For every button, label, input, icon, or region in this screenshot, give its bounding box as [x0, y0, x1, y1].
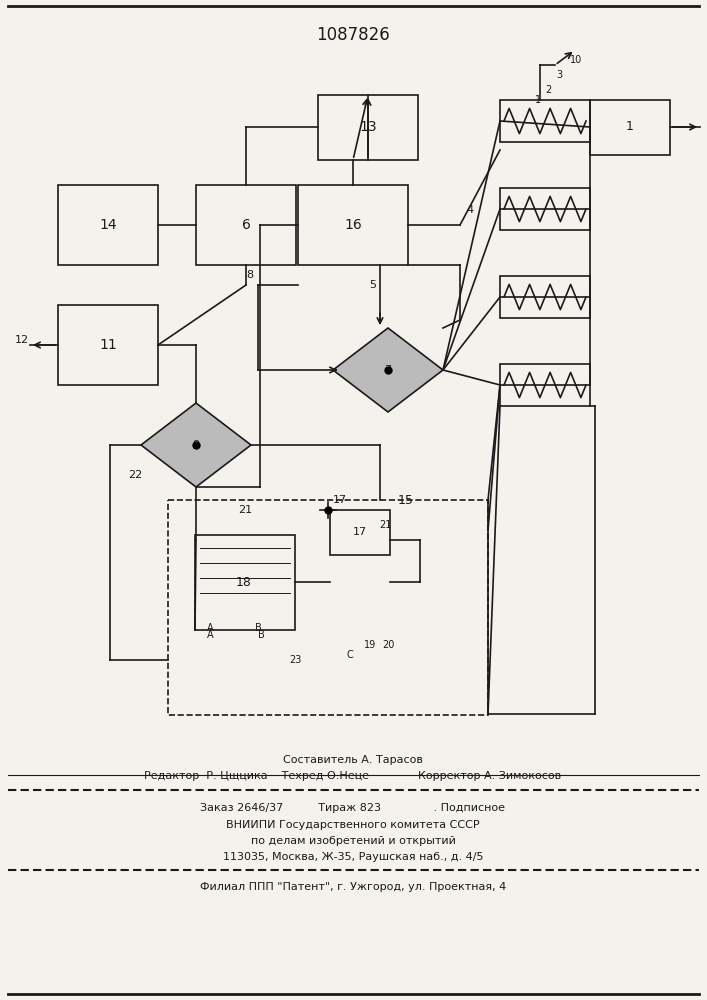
- Text: 3: 3: [556, 70, 562, 80]
- Text: 1087826: 1087826: [316, 26, 390, 44]
- Text: 17: 17: [333, 495, 347, 505]
- Text: 9: 9: [192, 440, 199, 450]
- Text: 5: 5: [370, 280, 377, 290]
- Polygon shape: [333, 328, 443, 412]
- Bar: [196, 185, 296, 265]
- Text: 12: 12: [15, 335, 29, 345]
- Text: B: B: [255, 623, 262, 633]
- Text: 11: 11: [99, 338, 117, 352]
- Text: 113035, Москва, Ж-35, Раушская наб., д. 4/5: 113035, Москва, Ж-35, Раушская наб., д. …: [223, 852, 484, 862]
- Text: 18: 18: [236, 576, 252, 588]
- Text: ВНИИПИ Государственного комитета СССР: ВНИИПИ Государственного комитета СССР: [226, 820, 480, 830]
- Bar: [298, 185, 408, 265]
- Text: 8: 8: [247, 270, 254, 280]
- Bar: [590, 100, 670, 155]
- Bar: [58, 305, 158, 385]
- Text: 1: 1: [626, 120, 634, 133]
- Text: 7: 7: [385, 365, 392, 375]
- Bar: [318, 95, 418, 160]
- Text: 16: 16: [344, 218, 362, 232]
- Bar: [500, 364, 590, 406]
- Text: 2: 2: [545, 85, 551, 95]
- Bar: [330, 510, 390, 555]
- Text: 20: 20: [382, 640, 395, 650]
- Text: 21: 21: [238, 505, 252, 515]
- Bar: [195, 535, 295, 630]
- Text: Редактор  Р. Цщцика    Техред О.Неце              Корректор А. Зимокосов: Редактор Р. Цщцика Техред О.Неце Коррект…: [144, 771, 561, 781]
- Text: 6: 6: [242, 218, 250, 232]
- Polygon shape: [141, 403, 251, 487]
- Text: 21: 21: [379, 520, 391, 530]
- Bar: [500, 276, 590, 318]
- Text: 4: 4: [467, 205, 474, 215]
- Text: 1: 1: [535, 95, 541, 105]
- Bar: [58, 185, 158, 265]
- Text: 19: 19: [364, 640, 376, 650]
- Text: 13: 13: [359, 120, 377, 134]
- Text: 14: 14: [99, 218, 117, 232]
- Bar: [500, 100, 590, 142]
- Text: B: B: [258, 630, 264, 640]
- Text: A: A: [207, 623, 214, 633]
- Text: 22: 22: [128, 470, 142, 480]
- Text: по делам изобретений и открытий: по делам изобретений и открытий: [250, 836, 455, 846]
- Text: C: C: [346, 650, 354, 660]
- Text: 15: 15: [398, 493, 414, 506]
- Text: Заказ 2646/37          Тираж 823               . Подписное: Заказ 2646/37 Тираж 823 . Подписное: [201, 803, 506, 813]
- Text: Составитель А. Тарасов: Составитель А. Тарасов: [283, 755, 423, 765]
- Bar: [168, 500, 488, 715]
- Text: 17: 17: [353, 527, 367, 537]
- Text: A: A: [207, 630, 214, 640]
- Text: 10: 10: [570, 55, 583, 65]
- Bar: [500, 188, 590, 230]
- Text: Филиал ППП "Патент", г. Ужгород, ул. Проектная, 4: Филиал ППП "Патент", г. Ужгород, ул. Про…: [200, 882, 506, 892]
- Text: 23: 23: [289, 655, 301, 665]
